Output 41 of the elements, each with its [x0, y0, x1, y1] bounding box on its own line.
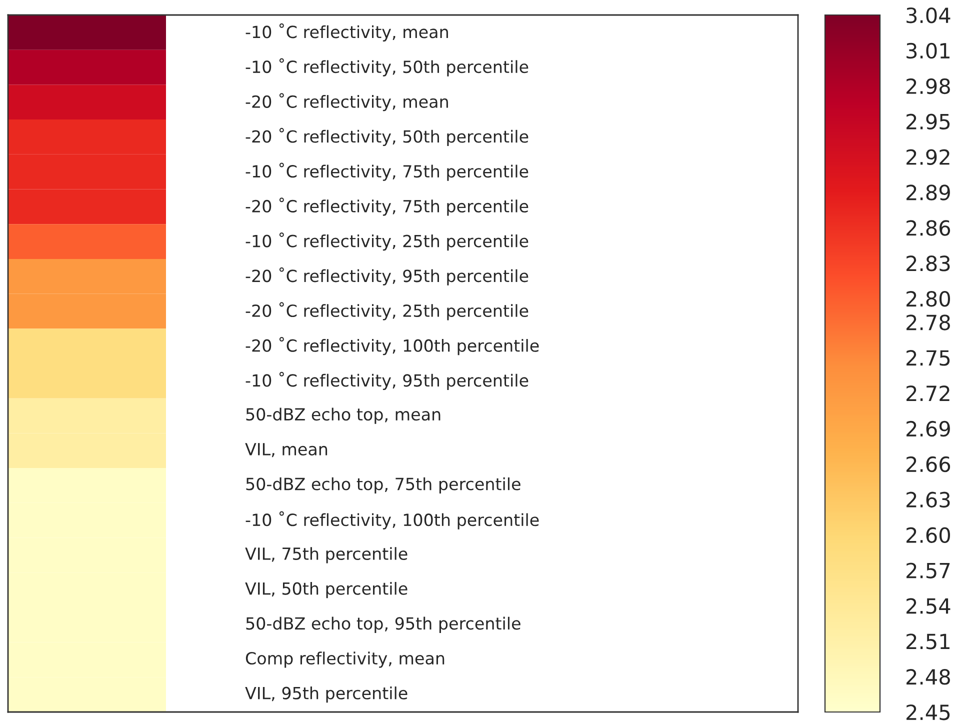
y-tick-label: -10 ˚C reflectivity, 100th percentile	[246, 511, 539, 530]
y-tick-label: -10 ˚C reflectivity, 75th percentile	[246, 162, 528, 181]
color-bar-label: 2.75	[906, 350, 950, 366]
y-tick-label: -20 ˚C reflectivity, 25th percentile	[246, 302, 528, 320]
color-bar-label: 2.48	[906, 669, 950, 685]
color-bar-label: 2.69	[906, 420, 950, 437]
color-bar-label: 2.92	[906, 149, 950, 165]
color-bar-label: 2.66	[906, 456, 950, 472]
y-tick-label: -20 ˚C reflectivity, 95th percentile	[246, 267, 528, 286]
color-bar-label: 3.04	[906, 7, 950, 24]
y-tick-label: VIL, 75th percentile	[245, 547, 408, 564]
color-bar-label: 2.98	[906, 78, 950, 94]
color-bar-label: 2.83	[906, 256, 950, 272]
y-tick-label: -20 ˚C reflectivity, mean	[246, 93, 448, 112]
color-bar-label: 2.95	[906, 114, 950, 130]
color-bar-label: 2.63	[906, 492, 950, 508]
y-tick-label: VIL, 95th percentile	[245, 686, 408, 703]
y-tick-label: Comp reflectivity, mean	[246, 652, 444, 668]
color-bar-label: 3.01	[906, 42, 950, 59]
y-tick-label: -10 ˚C reflectivity, mean	[246, 23, 448, 42]
color-bar-label: 2.54	[906, 598, 950, 614]
color-bar-label: 2.78	[906, 314, 950, 330]
color-bar-label: 2.89	[906, 184, 950, 200]
y-tick-label: VIL, mean	[245, 443, 328, 458]
color-bar-label: 2.51	[906, 634, 950, 650]
y-tick-label: 50-dBZ echo top, mean	[246, 408, 440, 424]
y-tick-label: 50-dBZ echo top, 75th percentile	[246, 477, 520, 494]
color-bar-label: 2.60	[906, 527, 950, 544]
y-tick-label: -20 ˚C reflectivity, 75th percentile	[246, 198, 528, 216]
color-bar-label: 2.57	[906, 562, 950, 578]
y-tick-label: -20 ˚C reflectivity, 100th percentile	[246, 337, 539, 356]
color-bar-label: 2.80	[906, 290, 950, 307]
y-tick-label: 50-dBZ echo top, 95th percentile	[246, 616, 520, 633]
y-tick-label: -10 ˚C reflectivity, 50th percentile	[246, 58, 528, 76]
y-tick-label: -20 ˚C reflectivity, 50th percentile	[246, 128, 528, 146]
y-tick-label: VIL, 50th percentile	[245, 582, 408, 598]
color-bar-label: 2.86	[906, 220, 950, 236]
color-bar-label: 2.72	[906, 385, 950, 401]
color-bar-label: 2.45	[906, 704, 950, 720]
y-tick-label: -10 ˚C reflectivity, 95th percentile	[246, 372, 528, 390]
y-tick-label: -10 ˚C reflectivity, 25th percentile	[246, 232, 528, 251]
